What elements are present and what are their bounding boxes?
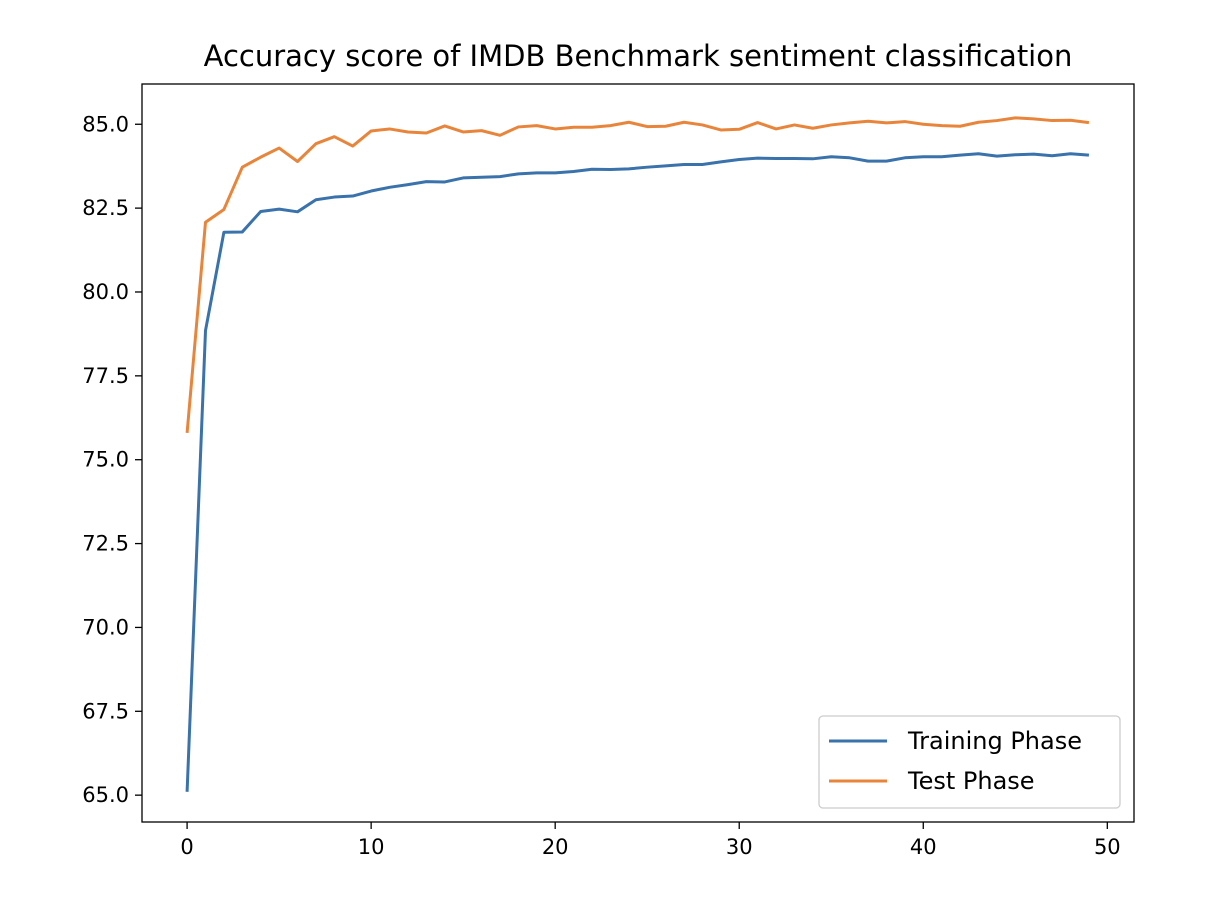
y-tick-label: 67.5 xyxy=(82,699,129,723)
x-tick-label: 30 xyxy=(726,835,753,859)
legend: Training Phase Test Phase xyxy=(818,715,1121,809)
y-tick-label: 70.0 xyxy=(82,615,129,639)
x-tick-label: 10 xyxy=(358,835,385,859)
y-tick-label: 82.5 xyxy=(82,196,129,220)
y-tick-label: 80.0 xyxy=(82,280,129,304)
axes-frame xyxy=(141,83,1135,823)
chart-title: Accuracy score of IMDB Benchmark sentime… xyxy=(204,39,1073,73)
ticks-layer: 0 10 20 30 40 50 65.0 67.5 70.0 72.5 75.0 77.5 80.0 8… xyxy=(82,112,1120,859)
series-layer xyxy=(185,116,1090,792)
series-line-training-phase xyxy=(185,152,1090,792)
legend-box xyxy=(818,715,1121,809)
y-tick-label: 75.0 xyxy=(82,448,129,472)
x-tick-label: 0 xyxy=(180,835,193,859)
x-tick-label: 40 xyxy=(910,835,937,859)
y-tick-label: 77.5 xyxy=(82,364,129,388)
y-tick-label: 72.5 xyxy=(82,532,129,556)
x-tick-label: 50 xyxy=(1094,835,1121,859)
x-tick-label: 20 xyxy=(542,835,569,859)
legend-label: Training Phase xyxy=(907,727,1082,755)
series-line-test-phase xyxy=(185,116,1090,434)
y-tick-label: 85.0 xyxy=(82,112,129,136)
legend-label: Test Phase xyxy=(907,767,1035,795)
y-tick-label: 65.0 xyxy=(82,783,129,807)
